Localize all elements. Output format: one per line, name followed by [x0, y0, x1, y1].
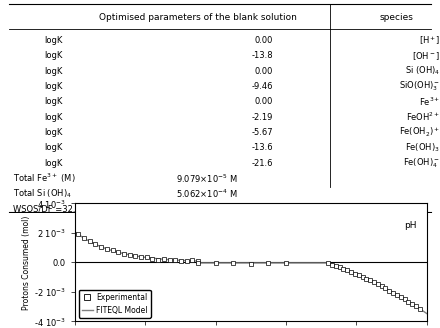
Text: -9.46: -9.46	[251, 82, 273, 91]
Text: SiO(OH)$_3^-$: SiO(OH)$_3^-$	[399, 80, 440, 93]
Text: [H$^+$]: [H$^+$]	[418, 34, 440, 47]
Text: Total Fe$^{3+}$ (M): Total Fe$^{3+}$ (M)	[13, 172, 76, 185]
Text: 0.00: 0.00	[254, 36, 273, 45]
Text: Optimised parameters of the blank solution: Optimised parameters of the blank soluti…	[99, 13, 297, 22]
Text: -21.6: -21.6	[251, 159, 273, 168]
Text: logK: logK	[44, 97, 62, 106]
Text: Fe(OH$_2$)$^+$: Fe(OH$_2$)$^+$	[399, 126, 440, 139]
Text: 5.062×10$^{-4}$ M: 5.062×10$^{-4}$ M	[176, 188, 238, 200]
Text: Fe(OH)$_4^-$: Fe(OH)$_4^-$	[403, 156, 440, 170]
Text: logK: logK	[44, 143, 62, 152]
Text: pH: pH	[404, 221, 416, 230]
Text: logK: logK	[44, 159, 62, 168]
Text: Fe$^{3+}$: Fe$^{3+}$	[419, 96, 440, 108]
Text: Si (OH)$_4$: Si (OH)$_4$	[405, 65, 440, 77]
Text: -2.19: -2.19	[251, 113, 273, 122]
Text: 9.079×10$^{-5}$ M: 9.079×10$^{-5}$ M	[176, 172, 238, 185]
Text: 0.00: 0.00	[254, 67, 273, 76]
Y-axis label: Protons Consumed (mol): Protons Consumed (mol)	[22, 215, 31, 310]
Text: WSOS/DF =32.3: WSOS/DF =32.3	[13, 205, 81, 214]
Text: -5.67: -5.67	[251, 128, 273, 137]
Text: FeOH$^{2+}$: FeOH$^{2+}$	[406, 111, 440, 123]
Text: logK: logK	[44, 51, 62, 60]
Text: logK: logK	[44, 67, 62, 76]
Text: 0.00: 0.00	[254, 97, 273, 106]
Text: [OH$^-$]: [OH$^-$]	[412, 50, 440, 62]
Text: -13.6: -13.6	[251, 143, 273, 152]
Text: logK: logK	[44, 82, 62, 91]
Text: Fe(OH)$_3$: Fe(OH)$_3$	[405, 142, 440, 154]
Text: species: species	[379, 13, 413, 22]
Text: logK: logK	[44, 36, 62, 45]
Text: logK: logK	[44, 113, 62, 122]
Text: logK: logK	[44, 128, 62, 137]
Legend: Experimental, FITEQL Model: Experimental, FITEQL Model	[79, 290, 151, 318]
Text: Total Si (OH)$_4$: Total Si (OH)$_4$	[13, 188, 72, 200]
Text: -13.8: -13.8	[251, 51, 273, 60]
